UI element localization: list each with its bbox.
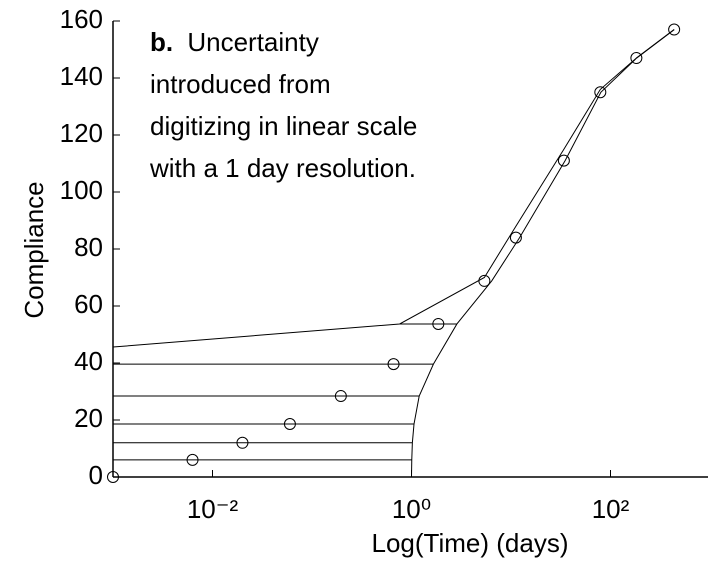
- annotation: b. Uncertainty introduced from digitizin…: [149, 27, 425, 183]
- annotation-line: Uncertainty: [187, 27, 319, 57]
- x-tick-label: 10²: [592, 494, 630, 524]
- annotation-line: with a 1 day resolution.: [149, 153, 416, 183]
- bound-line: [411, 29, 675, 478]
- annotation-label: b.: [150, 27, 173, 57]
- x-axis-label: Log(Time) (days): [372, 528, 569, 558]
- data-point: [283, 417, 296, 430]
- annotation-line: digitizing in linear scale: [150, 111, 417, 141]
- data-point: [432, 317, 445, 330]
- y-tick-label: 0: [89, 460, 103, 490]
- y-tick-label: 100: [60, 175, 103, 205]
- y-axis-label: Compliance: [19, 181, 49, 318]
- data-point: [668, 23, 681, 36]
- data-point: [236, 436, 249, 449]
- data-point: [107, 471, 119, 483]
- x-tick-label: 10⁻²: [187, 494, 239, 524]
- data-point: [594, 86, 607, 99]
- data-point: [334, 390, 347, 403]
- y-tick-label: 80: [74, 232, 103, 262]
- y-tick-label: 140: [60, 61, 103, 91]
- y-tick-label: 120: [60, 118, 103, 148]
- data-point: [186, 453, 199, 466]
- data-point: [387, 358, 400, 371]
- y-tick-label: 20: [74, 403, 103, 433]
- y-tick-label: 160: [60, 4, 103, 34]
- data-point: [630, 52, 643, 65]
- y-tick-label: 40: [74, 346, 103, 376]
- annotation-line: introduced from: [150, 69, 331, 99]
- x-tick-label: 10⁰: [392, 494, 431, 524]
- data-point: [557, 154, 570, 167]
- y-tick-label: 60: [74, 289, 103, 319]
- bound-line: [112, 29, 675, 348]
